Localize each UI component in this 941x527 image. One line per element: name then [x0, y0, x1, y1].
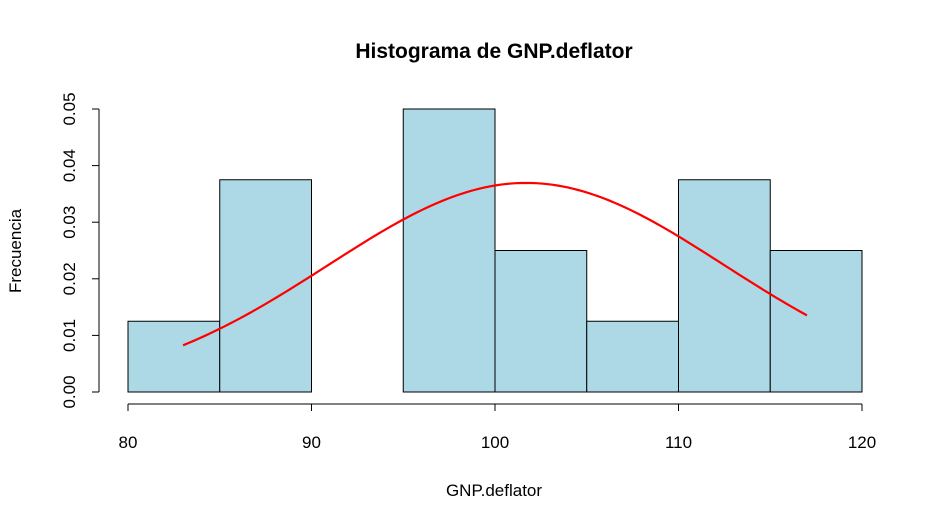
histogram-bar-5 [586, 320, 679, 393]
x-axis: 80 90 100 110 120 [119, 403, 876, 452]
y-axis: 0.00 0.01 0.02 0.03 0.04 0.05 [60, 92, 100, 409]
bars-group [127, 108, 863, 393]
histogram-bar-7 [769, 250, 863, 393]
y-tick-label: 0.04 [60, 149, 79, 182]
histogram-bar-3 [402, 108, 496, 393]
y-tick-label: 0.02 [60, 262, 79, 295]
x-tick-label: 100 [481, 433, 509, 452]
x-axis-label: GNP.deflator [446, 481, 542, 500]
histogram-bar-1 [219, 179, 312, 393]
y-tick-label: 0.01 [60, 319, 79, 352]
x-tick-label: 110 [665, 433, 692, 452]
histogram-bar-0 [127, 320, 221, 393]
y-tick-label: 0.05 [60, 92, 79, 125]
y-axis-label: Frecuencia [6, 208, 25, 293]
x-tick-label: 80 [119, 433, 138, 452]
y-tick-label: 0.03 [60, 206, 79, 239]
y-tick-label: 0.00 [60, 375, 79, 408]
density-curve [182, 181, 808, 347]
x-tick-label: 90 [302, 433, 321, 452]
histogram-bar-4 [494, 250, 588, 393]
x-tick-label: 120 [848, 433, 876, 452]
chart-title: Histograma de GNP.deflator [355, 40, 632, 63]
